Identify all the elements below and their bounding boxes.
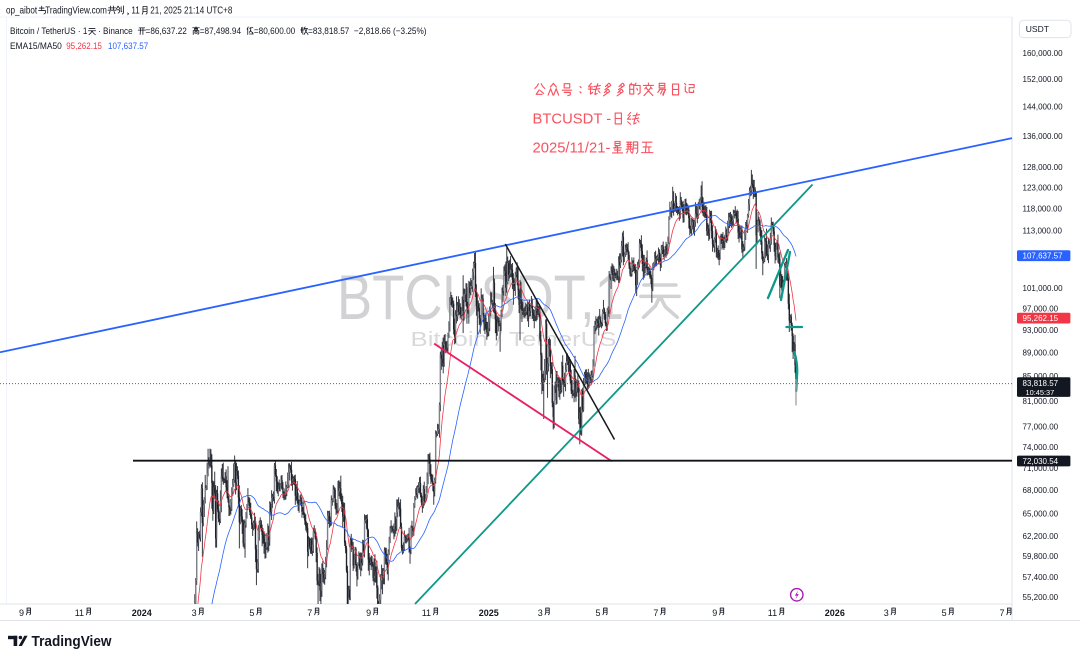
svg-text:77,000.00: 77,000.00	[1023, 423, 1059, 432]
svg-text:2025/11/21-: 2025/11/21-	[533, 141, 611, 157]
svg-text:21, 2025 21:14 UTC+8: 21, 2025 21:14 UTC+8	[148, 6, 233, 17]
svg-text:9: 9	[19, 608, 24, 618]
svg-text:97,000.00: 97,000.00	[1023, 305, 1059, 314]
svg-text:5: 5	[942, 608, 947, 618]
svg-text:=80,600.00: =80,600.00	[254, 26, 300, 36]
svg-text:85,000.00: 85,000.00	[1023, 372, 1059, 381]
svg-text:7: 7	[1000, 608, 1005, 618]
svg-text:71,000.00: 71,000.00	[1023, 464, 1059, 473]
svg-text:USDT: USDT	[1026, 24, 1049, 34]
svg-text:89,000.00: 89,000.00	[1023, 349, 1059, 358]
svg-text:5: 5	[249, 608, 254, 618]
svg-text:93,000.00: 93,000.00	[1023, 326, 1059, 335]
svg-text:9: 9	[366, 608, 371, 618]
svg-text:160,000.00: 160,000.00	[1023, 49, 1064, 58]
svg-text:2026: 2026	[825, 608, 845, 618]
svg-text:113,000.00: 113,000.00	[1023, 227, 1063, 236]
svg-text:59,800.00: 59,800.00	[1023, 552, 1059, 561]
svg-text:11: 11	[131, 6, 140, 17]
svg-text:5: 5	[596, 608, 601, 618]
svg-text:62,200.00: 62,200.00	[1023, 532, 1059, 541]
svg-text:118,000.00: 118,000.00	[1023, 205, 1063, 214]
svg-text:2024: 2024	[132, 608, 152, 618]
svg-text:3: 3	[884, 608, 889, 618]
svg-text:81,000.00: 81,000.00	[1023, 397, 1059, 406]
svg-text:95,262.15: 95,262.15	[1023, 314, 1059, 323]
svg-text:11: 11	[422, 608, 431, 618]
svg-text:BTCUSDT -: BTCUSDT -	[533, 111, 612, 127]
svg-text:95,262.15: 95,262.15	[66, 41, 102, 51]
svg-text:=86,637.22: =86,637.22	[146, 26, 192, 36]
svg-text:68,000.00: 68,000.00	[1023, 486, 1059, 495]
svg-text:=83,818.57 −2,818.66 (−3.25%): =83,818.57 −2,818.66 (−3.25%)	[308, 26, 426, 36]
svg-text:123,000.00: 123,000.00	[1023, 183, 1064, 192]
svg-text:101,000.00: 101,000.00	[1023, 284, 1064, 293]
svg-text:11: 11	[75, 608, 84, 618]
svg-text:=87,498.94: =87,498.94	[200, 26, 246, 36]
svg-text:EMA15/MA50: EMA15/MA50	[10, 41, 62, 51]
svg-text:7: 7	[653, 608, 658, 618]
svg-text:10:45:37: 10:45:37	[1026, 388, 1055, 397]
svg-text:72,030.54: 72,030.54	[1023, 457, 1059, 466]
svg-text:107,637.57: 107,637.57	[108, 41, 148, 51]
svg-text:11: 11	[768, 608, 777, 618]
svg-text:57,400.00: 57,400.00	[1023, 573, 1059, 582]
svg-text:55,200.00: 55,200.00	[1023, 593, 1059, 602]
svg-text:9: 9	[712, 608, 717, 618]
svg-text:65,000.00: 65,000.00	[1023, 509, 1059, 518]
svg-text:7: 7	[307, 608, 312, 618]
svg-text:Bitcoin / TetherUS: Bitcoin / TetherUS	[411, 329, 617, 351]
svg-text:152,000.00: 152,000.00	[1023, 75, 1064, 84]
svg-text:2025: 2025	[479, 608, 499, 618]
svg-text:83,818.57: 83,818.57	[1023, 379, 1059, 388]
svg-text:74,000.00: 74,000.00	[1023, 443, 1059, 452]
svg-text:136,000.00: 136,000.00	[1023, 132, 1064, 141]
svg-text:· Binance: · Binance	[96, 26, 138, 36]
svg-text:144,000.00: 144,000.00	[1023, 103, 1064, 112]
svg-text:TradingView: TradingView	[32, 634, 113, 650]
svg-text:op_aibot: op_aibot	[6, 6, 37, 17]
svg-text:TradingView.com: TradingView.com	[45, 6, 107, 17]
svg-text:3: 3	[538, 608, 543, 618]
svg-text:128,000.00: 128,000.00	[1023, 163, 1064, 172]
svg-text:Bitcoin / TetherUS · 1: Bitcoin / TetherUS · 1	[10, 26, 87, 36]
svg-text:107,637.57: 107,637.57	[1023, 252, 1064, 261]
svg-text:3: 3	[192, 608, 197, 618]
